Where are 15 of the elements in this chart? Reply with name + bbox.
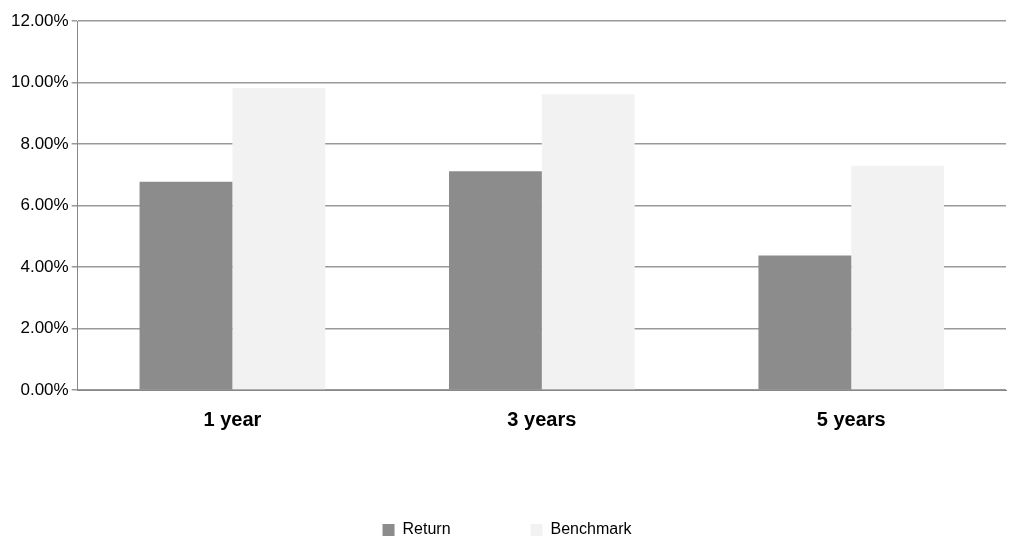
- y-tick-label: 8.00%: [20, 133, 69, 153]
- y-tick-label: 12.00%: [10, 10, 69, 30]
- y-tick-label: 10.00%: [10, 72, 69, 92]
- y-tick-label: 6.00%: [20, 195, 69, 215]
- bar: [851, 165, 945, 390]
- y-tick-label: 4.00%: [20, 256, 69, 276]
- x-tick-label: 5 years: [816, 407, 886, 430]
- bar: [232, 87, 326, 390]
- legend-label: Return: [402, 520, 451, 538]
- x-tick-label: 3 years: [507, 407, 577, 430]
- bar: [541, 94, 635, 390]
- y-tick-label: 0.00%: [20, 379, 69, 399]
- x-tick-label: 1 year: [203, 407, 262, 430]
- y-tick-label: 2.00%: [20, 318, 69, 338]
- legend-label: Benchmark: [550, 520, 633, 538]
